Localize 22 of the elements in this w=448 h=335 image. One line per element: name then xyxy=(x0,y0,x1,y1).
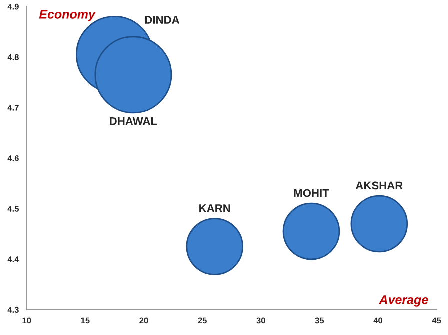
y-tick-label: 4.3 xyxy=(8,307,19,313)
x-tick-label: 45 xyxy=(432,318,442,324)
y-tick-label: 4.6 xyxy=(8,155,19,162)
series-label: KARN xyxy=(200,204,230,212)
x-tick-label: 10 xyxy=(22,318,32,324)
x-axis-title: Average xyxy=(379,296,428,307)
x-tick-label: 25 xyxy=(198,318,207,324)
y-tick-label: 4.4 xyxy=(8,256,20,262)
x-tick-label: 20 xyxy=(140,318,148,324)
series-label: AKSHAR xyxy=(356,182,403,190)
y-tick-label: 4.5 xyxy=(8,206,20,212)
x-tick-label: 35 xyxy=(315,318,324,324)
series-label: DINDA xyxy=(145,16,180,24)
y-tick-label: 4.7 xyxy=(8,105,19,111)
y-tick-label: 4.8 xyxy=(8,54,19,60)
series-label: DHAWAL xyxy=(110,118,158,126)
y-tick-label: 4.9 xyxy=(8,4,19,10)
series-label: MOHIT xyxy=(294,189,330,198)
x-tick-label: 30 xyxy=(256,318,266,324)
y-axis-title: Economy xyxy=(39,10,96,22)
x-tick-label: 40 xyxy=(374,318,383,324)
x-tick-label: 15 xyxy=(81,318,90,324)
